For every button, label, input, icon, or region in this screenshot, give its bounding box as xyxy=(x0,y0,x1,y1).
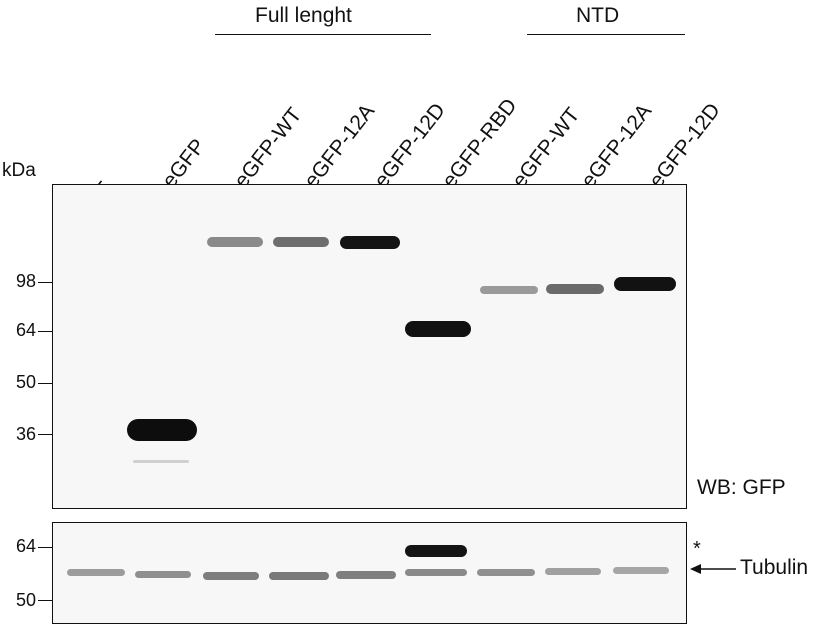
band-fl-12a xyxy=(273,237,329,247)
tubulin-band-3 xyxy=(203,572,259,580)
tubulin-band-8 xyxy=(545,568,601,575)
band-fl-12d xyxy=(340,236,400,249)
band-ntd-12a xyxy=(546,284,604,294)
marker-98-tick xyxy=(38,282,52,283)
blot-panel-gfp xyxy=(52,184,687,509)
ntd-bracket xyxy=(527,34,685,35)
wb-gfp-label: WB: GFP xyxy=(697,476,786,499)
group-label-full-length: Full lenght xyxy=(255,4,352,27)
lane-label-8: eGFP-12A xyxy=(577,99,657,193)
band-ntd-12d xyxy=(614,277,676,291)
bottom-marker-64-tick xyxy=(38,547,52,548)
marker-64: 64 xyxy=(15,320,36,340)
tubulin-label: Tubulin xyxy=(740,556,809,579)
tubulin-band-9 xyxy=(613,567,669,574)
rbd-band-bottom xyxy=(405,545,467,557)
marker-64-tick xyxy=(38,331,52,332)
band-ntd-wt xyxy=(480,286,538,294)
marker-36: 36 xyxy=(15,424,36,444)
marker-50-tick xyxy=(38,383,52,384)
lane-label-4: eGFP-12A xyxy=(300,99,380,193)
band-fl-wt xyxy=(207,237,263,247)
marker-36-tick xyxy=(38,434,52,435)
kda-label: kDa xyxy=(2,160,36,181)
tubulin-band-5 xyxy=(336,571,396,579)
arrow-left-icon xyxy=(690,564,736,574)
band-egfp-faint xyxy=(133,460,189,463)
bottom-marker-50: 50 xyxy=(15,590,36,610)
bottom-marker-64: 64 xyxy=(15,536,36,556)
lane-label-9: eGFP-12D xyxy=(645,98,725,193)
asterisk-mark: * xyxy=(693,538,701,560)
tubulin-band-7 xyxy=(477,569,535,576)
full-length-bracket xyxy=(215,34,431,35)
marker-50: 50 xyxy=(15,372,36,392)
group-label-ntd: NTD xyxy=(576,4,620,27)
tubulin-band-1 xyxy=(67,569,125,576)
marker-98: 98 xyxy=(15,271,36,291)
tubulin-band-2 xyxy=(135,571,191,578)
bottom-marker-50-tick xyxy=(38,600,52,601)
tubulin-band-4 xyxy=(269,572,329,580)
tubulin-band-6 xyxy=(405,569,467,576)
band-rbd xyxy=(405,321,471,337)
lane-label-7: eGFP-WT xyxy=(508,103,585,193)
blot-panel-tubulin xyxy=(52,522,687,624)
band-egfp xyxy=(127,419,197,441)
lane-label-3: eGFP-WT xyxy=(230,103,307,193)
